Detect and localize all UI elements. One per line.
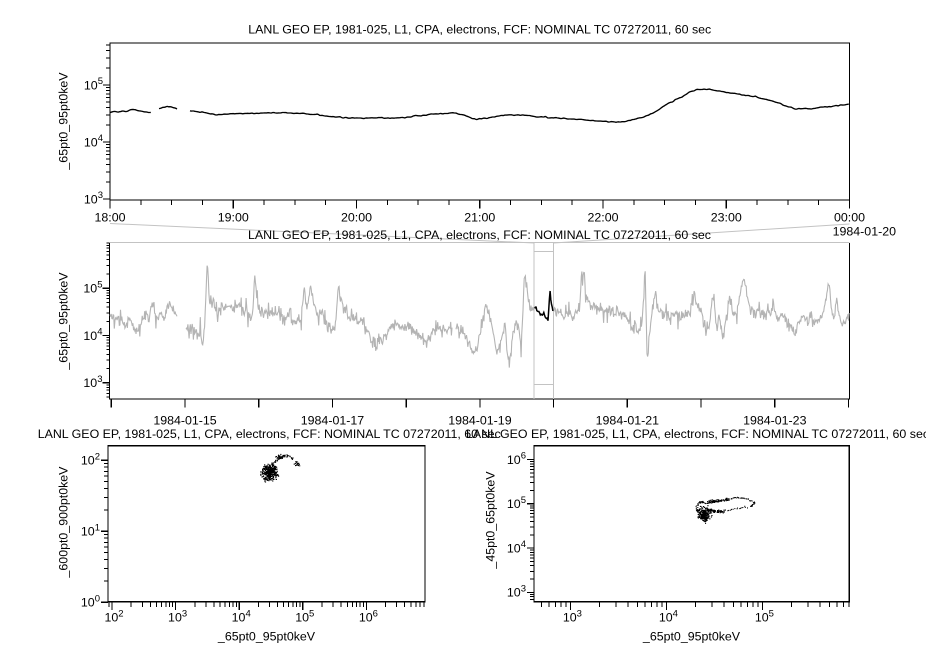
svg-text:_65pt0_95pt0keV: _65pt0_95pt0keV xyxy=(57,72,71,171)
svg-text:_600pt0_900pt0keV: _600pt0_900pt0keV xyxy=(57,466,71,579)
svg-text:22:00: 22:00 xyxy=(587,210,618,224)
svg-text:19:00: 19:00 xyxy=(218,210,249,224)
svg-text:21:00: 21:00 xyxy=(464,210,495,224)
svg-text:LANL GEO EP, 1981-025, L1, CPA: LANL GEO EP, 1981-025, L1, CPA, electron… xyxy=(248,23,711,37)
svg-text:1984-01-21: 1984-01-21 xyxy=(596,414,659,428)
svg-text:1984-01-15: 1984-01-15 xyxy=(153,414,216,428)
svg-text:LANL GEO EP, 1981-025, L1, CPA: LANL GEO EP, 1981-025, L1, CPA, electron… xyxy=(38,427,501,441)
svg-text:1984-01-17: 1984-01-17 xyxy=(301,414,364,428)
svg-text:1984-01-19: 1984-01-19 xyxy=(448,414,511,428)
svg-text:_65pt0_95pt0keV: _65pt0_95pt0keV xyxy=(217,630,316,644)
svg-text:20:00: 20:00 xyxy=(341,210,372,224)
svg-text:23:00: 23:00 xyxy=(711,210,742,224)
svg-text:_45pt0_65pt0keV: _45pt0_65pt0keV xyxy=(484,471,498,570)
svg-text:LANL GEO EP, 1981-025, L1, CPA: LANL GEO EP, 1981-025, L1, CPA, electron… xyxy=(466,427,926,441)
svg-text:18:00: 18:00 xyxy=(94,210,125,224)
svg-text:00:00: 00:00 xyxy=(834,210,865,224)
svg-text:_65pt0_95pt0keV: _65pt0_95pt0keV xyxy=(642,630,741,644)
svg-text:LANL GEO EP, 1981-025, L1, CPA: LANL GEO EP, 1981-025, L1, CPA, electron… xyxy=(248,228,711,242)
svg-text:1984-01-20: 1984-01-20 xyxy=(833,225,896,239)
svg-text:_65pt0_95pt0keV: _65pt0_95pt0keV xyxy=(57,272,71,371)
svg-text:1984-01-23: 1984-01-23 xyxy=(743,414,806,428)
